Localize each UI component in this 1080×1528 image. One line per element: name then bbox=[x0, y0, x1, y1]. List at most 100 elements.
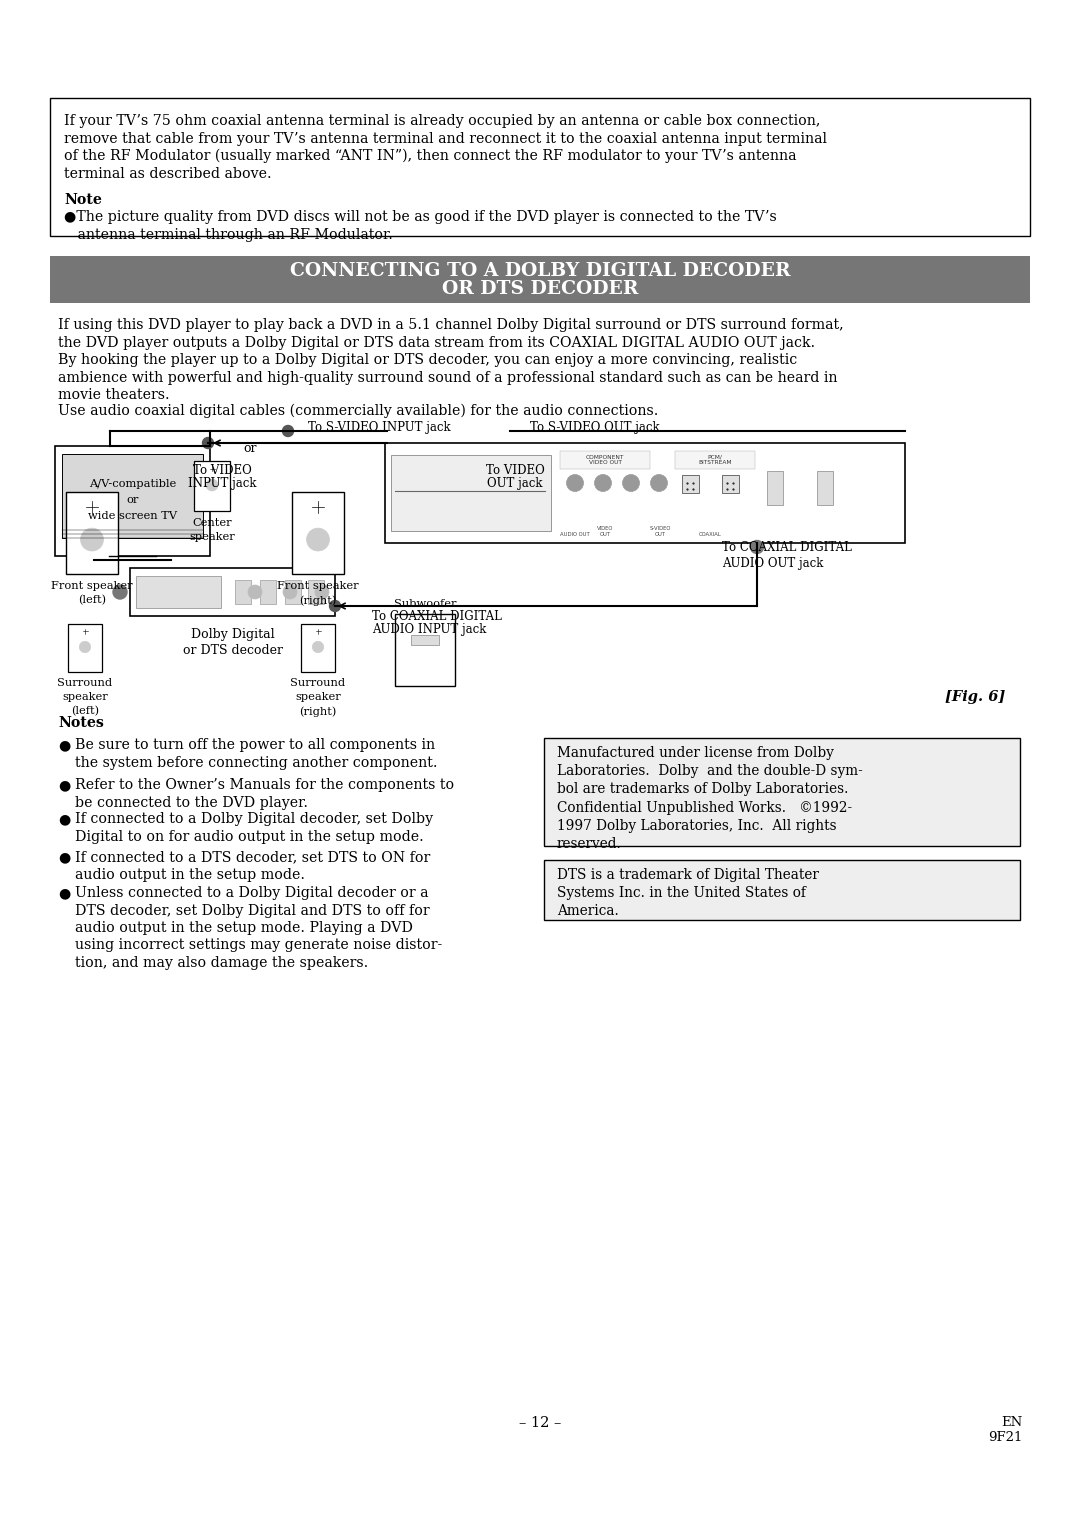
Circle shape bbox=[203, 437, 214, 449]
Text: To COAXIAL DIGITAL: To COAXIAL DIGITAL bbox=[723, 541, 852, 555]
Text: ●: ● bbox=[58, 886, 70, 900]
Text: To VIDEO: To VIDEO bbox=[192, 465, 252, 477]
Bar bbox=[544, 860, 1020, 920]
Text: Surround: Surround bbox=[57, 678, 112, 688]
Bar bbox=[66, 492, 118, 575]
Text: movie theaters.: movie theaters. bbox=[58, 388, 170, 402]
Bar bbox=[130, 568, 335, 616]
Text: ambience with powerful and high-quality surround sound of a professional standar: ambience with powerful and high-quality … bbox=[58, 370, 837, 385]
Text: A/V-compatible: A/V-compatible bbox=[89, 478, 176, 489]
Text: DTS is a trademark of Digital Theater
Systems Inc. in the United States of
Ameri: DTS is a trademark of Digital Theater Sy… bbox=[557, 868, 819, 918]
Text: AUDIO INPUT jack: AUDIO INPUT jack bbox=[372, 623, 486, 637]
Text: INPUT jack: INPUT jack bbox=[188, 477, 256, 490]
Bar bbox=[68, 623, 102, 672]
Text: remove that cable from your TV’s antenna terminal and reconnect it to the coaxia: remove that cable from your TV’s antenna… bbox=[64, 131, 827, 145]
Bar bbox=[544, 738, 1020, 847]
Text: Digital to on for audio output in the setup mode.: Digital to on for audio output in the se… bbox=[75, 830, 423, 843]
Bar bbox=[561, 451, 650, 469]
Text: Note: Note bbox=[64, 193, 102, 206]
Bar bbox=[136, 576, 221, 608]
Text: If connected to a Dolby Digital decoder, set Dolby: If connected to a Dolby Digital decoder,… bbox=[75, 811, 433, 827]
Bar bbox=[301, 623, 335, 672]
Text: Subwoofer: Subwoofer bbox=[394, 599, 456, 610]
Text: (left): (left) bbox=[71, 706, 99, 717]
Text: Front speaker: Front speaker bbox=[51, 581, 133, 591]
Text: wide screen TV: wide screen TV bbox=[87, 510, 177, 521]
Text: [Fig. 6]: [Fig. 6] bbox=[945, 691, 1005, 704]
Text: the system before connecting another component.: the system before connecting another com… bbox=[75, 755, 437, 770]
Circle shape bbox=[650, 475, 667, 492]
Circle shape bbox=[248, 585, 262, 599]
Text: terminal as described above.: terminal as described above. bbox=[64, 167, 272, 180]
Text: Dolby Digital: Dolby Digital bbox=[191, 628, 274, 642]
Text: of the RF Modulator (usually marked “ANT IN”), then connect the RF modulator to : of the RF Modulator (usually marked “ANT… bbox=[64, 150, 797, 163]
Text: To S-VIDEO INPUT jack: To S-VIDEO INPUT jack bbox=[308, 422, 450, 434]
Bar bbox=[721, 475, 739, 494]
Text: OR DTS DECODER: OR DTS DECODER bbox=[442, 281, 638, 298]
Circle shape bbox=[329, 601, 340, 611]
Text: Manufactured under license from Dolby
Laboratories.  Dolby  and the double-D sym: Manufactured under license from Dolby La… bbox=[557, 746, 863, 851]
Circle shape bbox=[283, 585, 297, 599]
Text: tion, and may also damage the speakers.: tion, and may also damage the speakers. bbox=[75, 957, 368, 970]
Circle shape bbox=[315, 585, 329, 599]
Bar bbox=[816, 471, 833, 504]
Text: COAXIAL: COAXIAL bbox=[699, 532, 721, 536]
Circle shape bbox=[206, 478, 218, 490]
Text: If using this DVD player to play back a DVD in a 5.1 channel Dolby Digital surro: If using this DVD player to play back a … bbox=[58, 318, 843, 332]
Text: – 12 –: – 12 – bbox=[518, 1416, 562, 1430]
Text: speaker: speaker bbox=[189, 532, 234, 542]
Text: the DVD player outputs a Dolby Digital or DTS data stream from its COAXIAL DIGIT: the DVD player outputs a Dolby Digital o… bbox=[58, 336, 815, 350]
Text: or: or bbox=[126, 495, 138, 504]
Circle shape bbox=[81, 529, 104, 552]
Text: be connected to the DVD player.: be connected to the DVD player. bbox=[75, 796, 308, 810]
Circle shape bbox=[751, 541, 764, 553]
Circle shape bbox=[594, 475, 611, 492]
Bar bbox=[50, 257, 1030, 303]
Text: (right): (right) bbox=[299, 594, 337, 605]
Bar bbox=[681, 475, 699, 494]
Text: EN
9F21: EN 9F21 bbox=[987, 1416, 1022, 1444]
Text: ●: ● bbox=[58, 850, 70, 863]
Text: OUT jack: OUT jack bbox=[487, 477, 543, 490]
Text: speaker: speaker bbox=[295, 692, 341, 701]
Text: Notes: Notes bbox=[58, 717, 104, 730]
Bar bbox=[384, 443, 905, 542]
Circle shape bbox=[307, 529, 329, 552]
Circle shape bbox=[312, 642, 324, 652]
Bar bbox=[55, 446, 210, 556]
Text: Surround: Surround bbox=[291, 678, 346, 688]
Text: (right): (right) bbox=[299, 706, 337, 717]
Text: antenna terminal through an RF Modulator.: antenna terminal through an RF Modulator… bbox=[64, 228, 393, 241]
Text: speaker: speaker bbox=[63, 692, 108, 701]
Text: ●: ● bbox=[58, 811, 70, 827]
Text: COMPONENT
VIDEO OUT: COMPONENT VIDEO OUT bbox=[585, 455, 624, 466]
Text: VIDEO
OUT: VIDEO OUT bbox=[597, 526, 613, 536]
Text: DTS decoder, set Dolby Digital and DTS to off for: DTS decoder, set Dolby Digital and DTS t… bbox=[75, 903, 430, 917]
Text: To S-VIDEO OUT jack: To S-VIDEO OUT jack bbox=[530, 422, 660, 434]
Bar bbox=[308, 581, 324, 604]
Bar bbox=[675, 451, 755, 469]
Text: ●: ● bbox=[58, 778, 70, 792]
Text: ●The picture quality from DVD discs will not be as good if the DVD player is con: ●The picture quality from DVD discs will… bbox=[64, 211, 777, 225]
Text: If connected to a DTS decoder, set DTS to ON for: If connected to a DTS decoder, set DTS t… bbox=[75, 850, 430, 863]
Bar bbox=[50, 98, 1030, 235]
Bar bbox=[767, 471, 783, 504]
Text: Refer to the Owner’s Manuals for the components to: Refer to the Owner’s Manuals for the com… bbox=[75, 778, 454, 792]
Circle shape bbox=[283, 425, 294, 437]
Bar bbox=[411, 636, 438, 645]
Bar bbox=[62, 454, 203, 538]
Bar bbox=[194, 461, 230, 510]
Bar bbox=[235, 581, 251, 604]
Circle shape bbox=[622, 475, 639, 492]
Circle shape bbox=[79, 642, 91, 652]
Text: ●: ● bbox=[58, 738, 70, 752]
Text: To COAXIAL DIGITAL: To COAXIAL DIGITAL bbox=[372, 610, 502, 622]
Text: CONNECTING TO A DOLBY DIGITAL DECODER: CONNECTING TO A DOLBY DIGITAL DECODER bbox=[289, 261, 791, 280]
Text: Be sure to turn off the power to all components in: Be sure to turn off the power to all com… bbox=[75, 738, 435, 752]
Text: Front speaker: Front speaker bbox=[278, 581, 359, 591]
Text: AUDIO OUT jack: AUDIO OUT jack bbox=[723, 556, 823, 570]
Bar bbox=[395, 614, 455, 686]
Circle shape bbox=[113, 585, 127, 599]
Text: audio output in the setup mode. Playing a DVD: audio output in the setup mode. Playing … bbox=[75, 921, 413, 935]
Text: S-VIDEO
OUT: S-VIDEO OUT bbox=[649, 526, 671, 536]
